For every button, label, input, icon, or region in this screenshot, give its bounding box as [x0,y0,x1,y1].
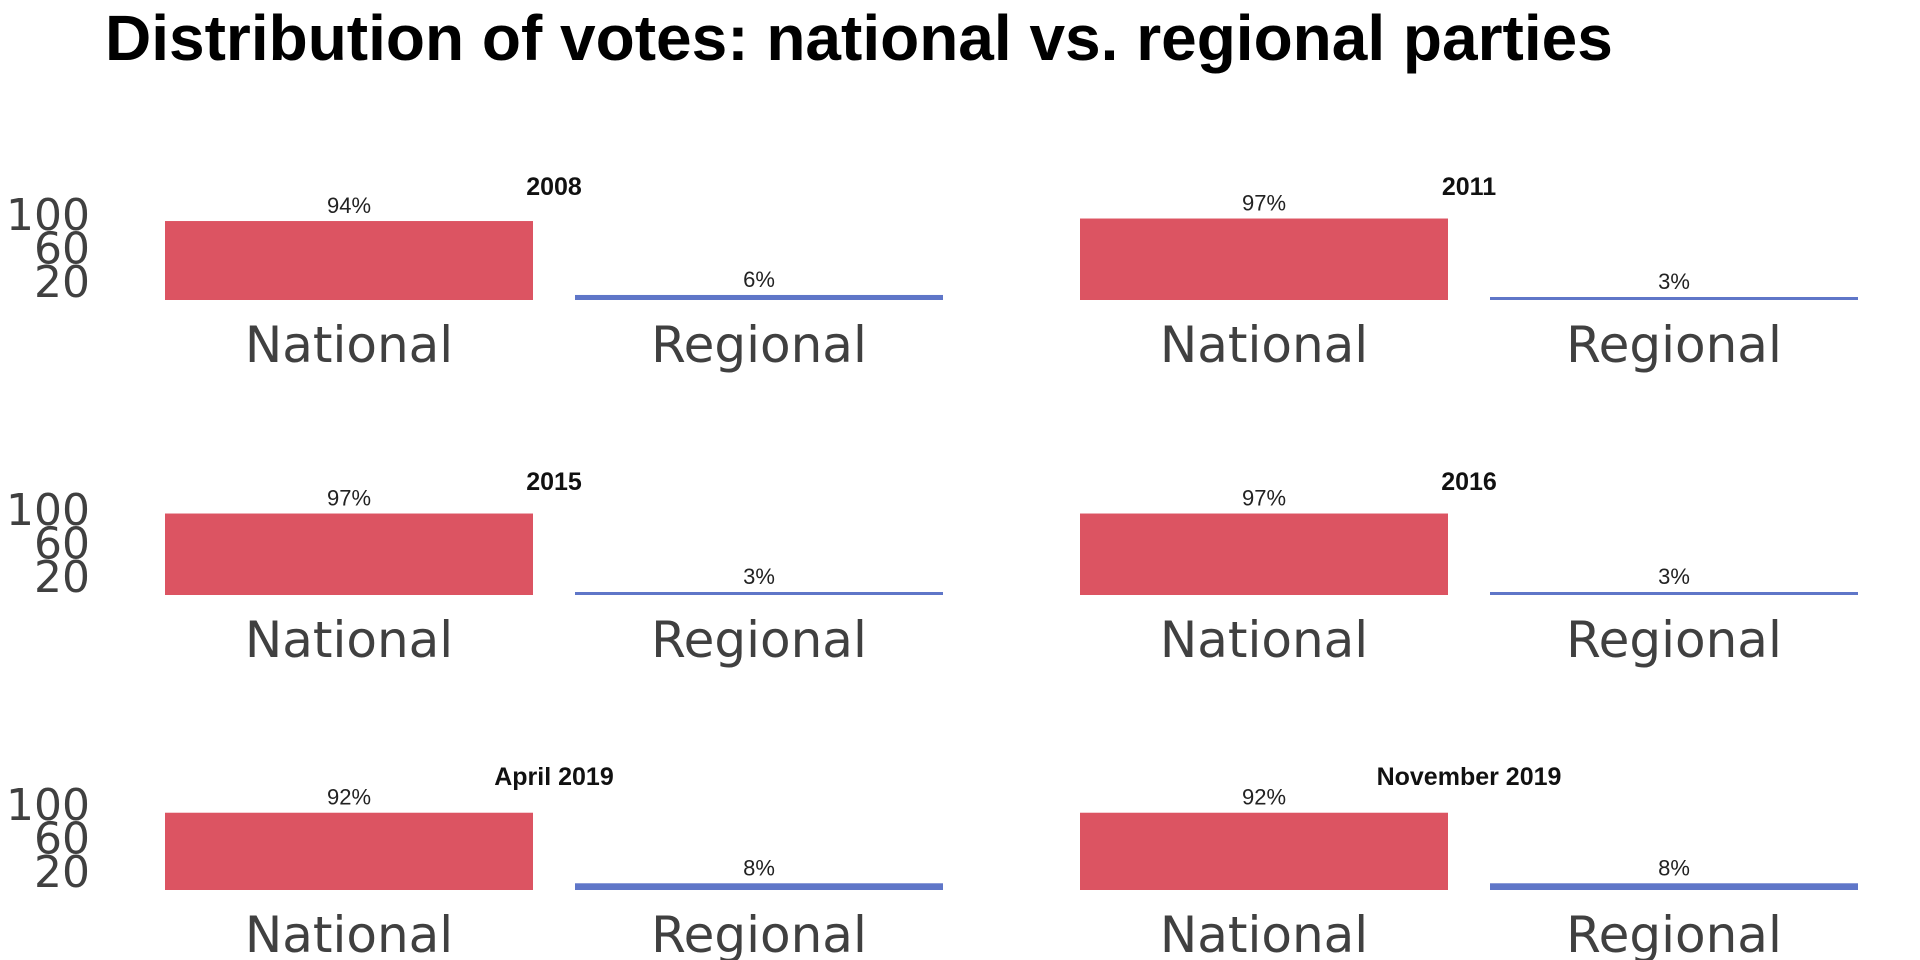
x-tick-label: National [1160,316,1368,374]
bar-regional [575,294,943,300]
panel-2011: 2011 97% National 3% Regional [1080,173,1858,374]
bar-national [165,513,533,595]
panel-title: April 2019 [494,763,614,791]
data-label-national: 97% [327,486,371,511]
data-label-regional: 3% [1658,564,1690,589]
panel-title: 2011 [1442,173,1496,201]
y-tick-label: 60 [34,224,90,275]
panel-title: 2008 [526,173,582,201]
data-label-national: 94% [327,193,371,218]
x-tick-label: National [245,316,453,374]
bar-regional [1490,297,1858,300]
bar-regional [575,883,943,890]
panel-title: 2016 [1441,468,1497,496]
panel-title: November 2019 [1377,763,1562,791]
bar-national [1080,812,1448,890]
x-tick-label: National [1160,611,1368,669]
data-label-national: 97% [1242,191,1286,216]
y-tick-label: 60 [34,814,90,865]
x-tick-label: Regional [1566,611,1782,669]
data-label-regional: 6% [743,267,775,292]
data-label-national: 97% [1242,486,1286,511]
panel-title: 2015 [526,468,582,496]
data-label-regional: 8% [743,855,775,880]
bar-regional [1490,592,1858,595]
y-tick-label: 20 [34,257,90,308]
x-tick-label: National [245,906,453,960]
data-label-national: 92% [327,785,371,810]
bar-national [165,221,533,300]
y-tick-label: 100 [6,190,90,241]
panel-november-2019: November 2019 92% National 8% Regional [1080,763,1858,960]
bar-regional [575,592,943,595]
x-tick-label: Regional [1566,906,1782,960]
y-tick-label: 20 [34,552,90,603]
y-tick-label: 100 [6,780,90,831]
x-tick-label: National [1160,906,1368,960]
bar-national [165,812,533,890]
data-label-regional: 3% [1658,269,1690,294]
x-tick-label: National [245,611,453,669]
panel-2016: 2016 97% National 3% Regional [1080,468,1858,669]
bar-national [1080,513,1448,595]
y-tick-label: 60 [34,519,90,570]
x-tick-label: Regional [1566,316,1782,374]
y-tick-label: 20 [34,847,90,898]
data-label-regional: 8% [1658,855,1690,880]
y-tick-label: 100 [6,485,90,536]
x-tick-label: Regional [651,611,867,669]
data-label-regional: 3% [743,564,775,589]
bar-national [1080,218,1448,300]
x-tick-label: Regional [651,316,867,374]
x-tick-label: Regional [651,906,867,960]
bar-regional [1490,883,1858,890]
chart-title: Distribution of votes: national vs. regi… [105,2,1613,74]
data-label-national: 92% [1242,785,1286,810]
